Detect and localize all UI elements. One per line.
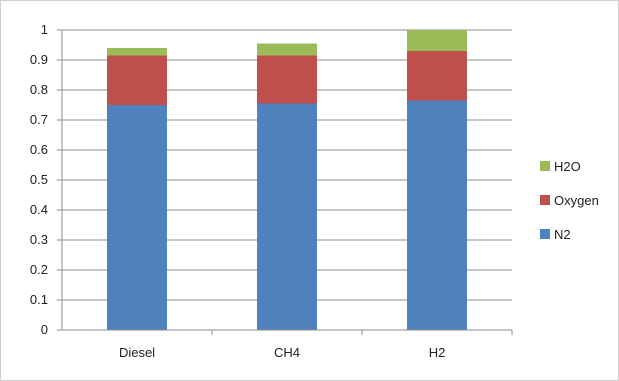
bar-n2-h2: [407, 100, 467, 330]
y-tick-label: 0.3: [30, 232, 48, 247]
x-axis-ticks: Diesel CH4 H2: [119, 345, 445, 360]
bar-oxygen-h2: [407, 51, 467, 101]
y-tick-label: 0.1: [30, 292, 48, 307]
x-tick-label: Diesel: [119, 345, 155, 360]
legend-label-n2: N2: [554, 227, 571, 242]
y-tick-label: 0.7: [30, 112, 48, 127]
axes: [57, 29, 513, 335]
y-tick-label: 0: [41, 322, 48, 337]
y-tick-label: 0.2: [30, 262, 48, 277]
legend-swatch-n2: [540, 229, 550, 239]
bar-oxygen-ch4: [257, 55, 317, 104]
y-tick-label: 0.5: [30, 172, 48, 187]
y-tick-label: 0.8: [30, 82, 48, 97]
legend-swatch-oxygen: [540, 195, 550, 205]
x-tick-label: CH4: [274, 345, 300, 360]
bars: [107, 30, 467, 330]
y-axis-ticks: 0 0.1 0.2 0.3 0.4 0.5 0.6 0.7 0.8 0.9 1: [30, 22, 48, 337]
bar-oxygen-diesel: [107, 55, 167, 105]
x-tick-label: H2: [429, 345, 446, 360]
y-tick-label: 0.9: [30, 52, 48, 67]
y-tick-label: 1: [41, 22, 48, 37]
bar-h2o-ch4: [257, 43, 317, 56]
y-tick-label: 0.4: [30, 202, 48, 217]
bar-h2o-h2: [407, 30, 467, 51]
bar-n2-diesel: [107, 105, 167, 330]
legend: H2O Oxygen N2: [540, 159, 599, 242]
legend-label-h2o: H2O: [554, 159, 581, 174]
bar-h2o-diesel: [107, 48, 167, 56]
legend-swatch-h2o: [540, 161, 550, 171]
y-tick-label: 0.6: [30, 142, 48, 157]
bar-n2-ch4: [257, 103, 317, 330]
legend-label-oxygen: Oxygen: [554, 193, 599, 208]
